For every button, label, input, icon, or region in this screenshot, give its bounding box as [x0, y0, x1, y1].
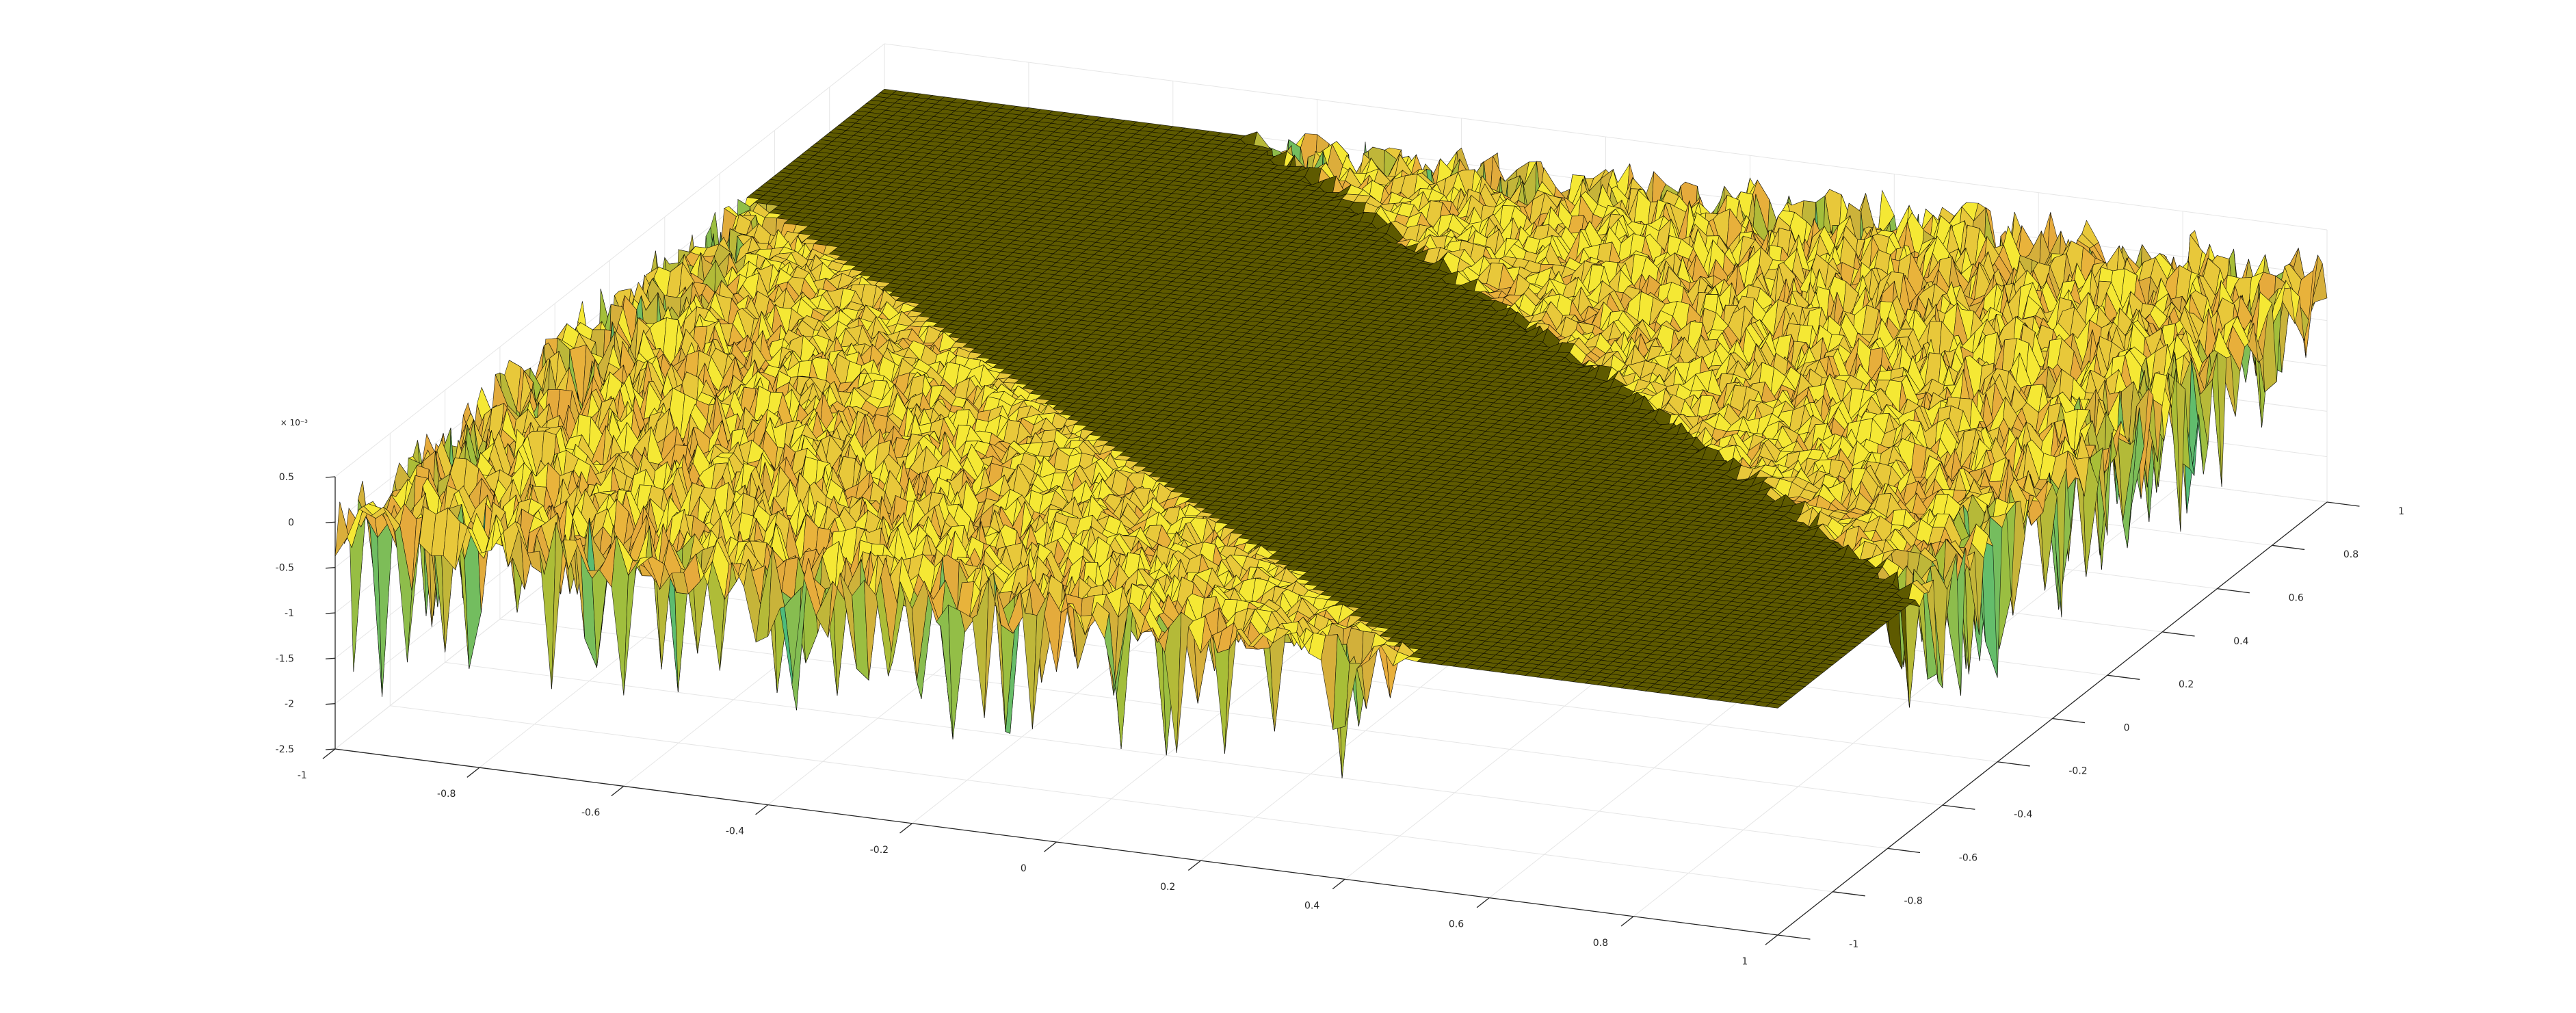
wall-grid-line: [334, 43, 885, 477]
floor-grid-line: [390, 705, 1833, 893]
x-tick-mark: [899, 823, 913, 834]
z-tick-mark: [325, 657, 336, 659]
y-tick-mark: [1942, 804, 1975, 810]
y-tick-mark: [1887, 847, 1921, 854]
x-tick-mark: [611, 785, 625, 797]
x-tick-mark: [1044, 841, 1057, 852]
y-tick-mark: [2107, 674, 2140, 680]
y-tick-mark: [2052, 718, 2086, 724]
axes: [322, 476, 2360, 945]
floor-grid-line: [445, 661, 1888, 849]
y-tick-mark: [1832, 891, 1865, 897]
y-tick-mark: [2272, 544, 2305, 551]
x-tick-mark: [1765, 934, 1778, 945]
x-tick-mark: [755, 804, 769, 815]
z-tick-mark: [325, 703, 336, 705]
y-tick-mark: [1997, 761, 2030, 767]
y-tick-mark: [2217, 588, 2250, 594]
x-tick-mark: [466, 767, 480, 778]
x-tick-mark: [1187, 860, 1201, 871]
x-tick-mark: [1476, 897, 1490, 908]
z-tick-mark: [325, 521, 336, 523]
surface: [334, 88, 2328, 778]
y-tick-mark: [2162, 631, 2195, 637]
x-tick-mark: [1620, 916, 1634, 927]
z-tick-mark: [325, 748, 336, 750]
y-tick-mark: [2326, 501, 2360, 507]
x-tick-mark: [1332, 878, 1345, 890]
y-tick-mark: [1777, 934, 1811, 940]
wall-grid-line: [884, 43, 2328, 231]
z-tick-mark: [325, 612, 336, 614]
x-tick-mark: [322, 748, 336, 759]
